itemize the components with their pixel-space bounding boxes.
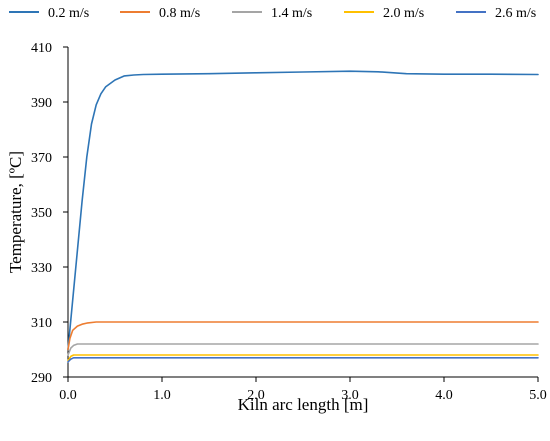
series-line-4 xyxy=(67,354,539,362)
y-tick-label: 370 xyxy=(31,151,52,166)
y-tick-label: 290 xyxy=(31,371,52,386)
x-axis-ticks: 0.0 1.0 2.0 3.0 4.0 5.0 xyxy=(59,377,547,403)
x-tick-label: 1.0 xyxy=(153,388,171,403)
x-tick-label: 4.0 xyxy=(435,388,453,403)
y-tick-label: 310 xyxy=(31,316,52,331)
y-tick-label: 390 xyxy=(31,96,52,111)
y-axis-label: Temperature, [ºC] xyxy=(6,151,25,273)
y-axis-ticks: 290 310 330 350 370 390 410 xyxy=(31,41,68,386)
plot-area: 290 310 330 350 370 390 410 0.0 1.0 2.0 3.0 4.0 5.0 xyxy=(31,41,547,403)
legend: 0.2 m/s 0.8 m/s 1.4 m/s 2.0 m/s 2.6 m/s xyxy=(9,6,536,21)
series-line-5 xyxy=(67,356,539,363)
x-tick-label: 0.0 xyxy=(59,388,77,403)
y-tick-label: 410 xyxy=(31,41,52,56)
legend-label: 0.2 m/s xyxy=(48,6,89,21)
legend-label: 0.8 m/s xyxy=(159,6,200,21)
legend-label: 1.4 m/s xyxy=(271,6,312,21)
series-line-2 xyxy=(67,321,539,351)
legend-label: 2.6 m/s xyxy=(495,6,536,21)
x-tick-label: 3.0 xyxy=(341,388,359,403)
series-lines xyxy=(67,70,539,363)
legend-label: 2.0 m/s xyxy=(383,6,424,21)
x-tick-label: 5.0 xyxy=(529,388,547,403)
x-axis-label: Kiln arc length [m] xyxy=(238,395,369,414)
series-line-1 xyxy=(67,70,539,351)
y-tick-label: 350 xyxy=(31,206,52,221)
x-tick-label: 2.0 xyxy=(247,388,265,403)
series-line-3 xyxy=(67,343,539,356)
y-tick-label: 330 xyxy=(31,261,52,276)
